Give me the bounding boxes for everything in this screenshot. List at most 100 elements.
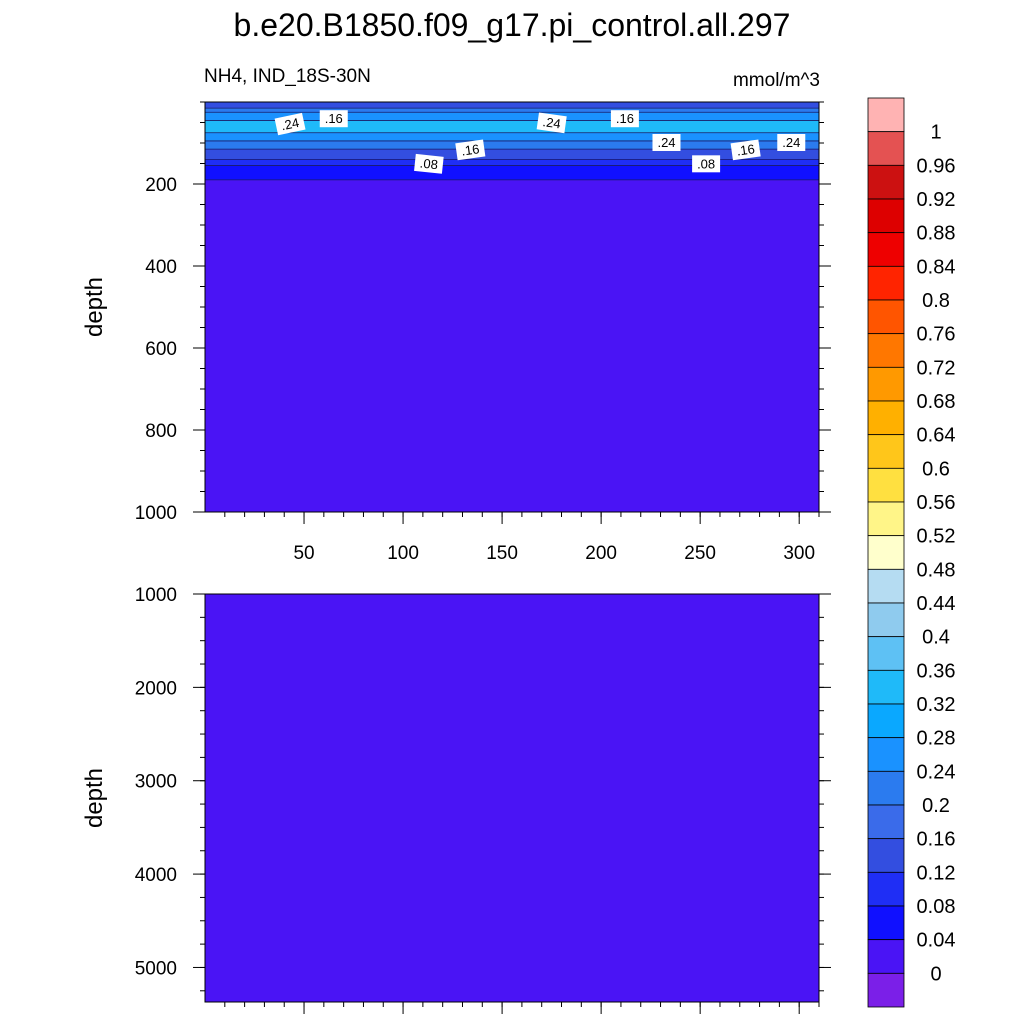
x-tick-label: 150: [486, 543, 518, 564]
colorbar-swatch: [867, 972, 905, 1008]
colorbar-swatch: [867, 871, 905, 907]
colorbar-swatch: [867, 568, 905, 604]
y-tick-label: 4000: [135, 865, 177, 886]
contour-band: [205, 108, 819, 113]
colorbar-label: 0.12: [917, 862, 956, 884]
colorbar-swatch: [867, 299, 905, 335]
colorbar-label: 0.32: [917, 694, 956, 716]
colorbar-label: 0.84: [917, 256, 956, 278]
contour-label-box: [730, 139, 761, 161]
colorbar-label: 0.52: [917, 526, 956, 548]
contour-label-text: .24: [542, 114, 562, 131]
contour-label-box: [274, 112, 306, 136]
colorbar-swatch: [867, 97, 905, 133]
colorbar-swatch: [867, 602, 905, 638]
y-tick-label: 5000: [135, 958, 177, 979]
contour-band: [205, 165, 819, 180]
colorbar-label: 0.24: [917, 761, 956, 783]
colorbar-swatch: [867, 636, 905, 671]
colorbar-swatch: [867, 501, 905, 537]
colorbar-label: 0.08: [917, 896, 956, 918]
colorbar-label: 0.28: [917, 728, 956, 750]
contour-label-box: [455, 139, 486, 161]
contour-label: .24: [777, 134, 806, 151]
lower-depth-panel: 1000 2000 3000 4000 5000 depth: [81, 585, 831, 1014]
colorbar-swatch: [867, 770, 905, 806]
colorbar-label: 0.76: [917, 324, 956, 346]
colorbar-swatch: [867, 838, 905, 873]
contour-label-box: [414, 153, 444, 174]
y-tick-label: 2000: [135, 678, 177, 699]
colorbar-swatch: [867, 467, 905, 503]
contour-label: .08: [414, 153, 444, 174]
x-tick-label: 200: [585, 543, 617, 564]
colorbar-swatch: [867, 535, 905, 570]
contour-label: .16: [730, 139, 761, 161]
colorbar-label: 0.36: [917, 660, 956, 682]
contour-label-box: [536, 112, 567, 134]
y-tick-label: 1000: [135, 585, 177, 606]
colorbar-swatch: [867, 333, 905, 368]
contour-label-text: .16: [325, 111, 343, 126]
contour-label: .24: [274, 112, 306, 136]
contour-band: [205, 179, 819, 512]
colorbar-swatch: [867, 737, 905, 772]
colorbar-label: 0.2: [922, 795, 950, 817]
plot-frame: [204, 593, 820, 1003]
y-tick-label: 400: [145, 257, 177, 278]
contour-label-box: [692, 155, 721, 173]
colorbar-swatch: [867, 804, 905, 840]
colorbar-swatch: [867, 905, 905, 941]
contour-band: [205, 112, 819, 121]
colorbar-label: 1: [930, 122, 941, 144]
colorbar-label: 0.56: [917, 492, 956, 514]
contour-label-text: .08: [697, 156, 715, 171]
colorbar-swatch: [867, 703, 905, 739]
contour-band: [205, 120, 819, 133]
colorbar: 1 0.96 0.92 0.88 0.84 0.8 0.76 0.72 0.68 0.64 0.6 0…: [867, 97, 956, 1008]
contour-label-text: .16: [616, 111, 634, 126]
contour-band: [205, 102, 819, 109]
contour-band: [205, 140, 819, 150]
y-tick-label: 200: [145, 175, 177, 196]
colorbar-swatch: [867, 164, 905, 200]
upper-depth-panel: .24 .16 .24 .16 .16 .24 .08 .08 .16 .24 200 400 600 8…: [81, 101, 831, 564]
contour-band: [205, 159, 819, 166]
colorbar-label: 0.48: [917, 559, 956, 581]
colorbar-label: 0.8: [922, 290, 950, 312]
colorbar-swatch: [867, 400, 905, 436]
colorbar-swatch: [867, 669, 905, 705]
colorbar-label: 0.72: [917, 357, 956, 379]
contour-label-box: [777, 134, 806, 151]
contour-label-box: [319, 110, 348, 128]
contour-band: [205, 149, 819, 160]
y-tick-label: 600: [145, 339, 177, 360]
contour-label: .16: [319, 110, 348, 128]
contour-label-text: .08: [419, 155, 439, 172]
colorbar-swatch: [867, 265, 905, 301]
colorbar-swatch: [867, 232, 905, 267]
x-tick-label: 50: [293, 543, 314, 564]
contour-label: .24: [536, 112, 567, 134]
colorbar-swatch: [867, 939, 905, 974]
contour-label: .16: [455, 139, 486, 161]
right-subtitle: mmol/m^3: [733, 70, 820, 91]
y-axis-title: depth: [81, 277, 108, 337]
colorbar-label: 0.96: [917, 155, 956, 177]
y-tick-label: 800: [145, 421, 177, 442]
colorbar-label: 0.68: [917, 391, 956, 413]
colorbar-label: 0.44: [917, 593, 956, 615]
contour-band: [205, 594, 819, 1002]
contour-label: .08: [692, 155, 721, 173]
contour-label-text: .24: [280, 115, 301, 133]
colorbar-swatch: [867, 366, 905, 402]
colorbar-label: 0.64: [917, 425, 956, 447]
colorbar-label: 0.04: [917, 930, 956, 952]
y-tick-label: 1000: [135, 503, 177, 524]
colorbar-label: 0.88: [917, 223, 956, 245]
x-tick-label: 100: [387, 543, 419, 564]
colorbar-swatch: [867, 198, 905, 234]
x-tick-label: 250: [684, 543, 716, 564]
contour-label-text: .24: [782, 135, 800, 150]
